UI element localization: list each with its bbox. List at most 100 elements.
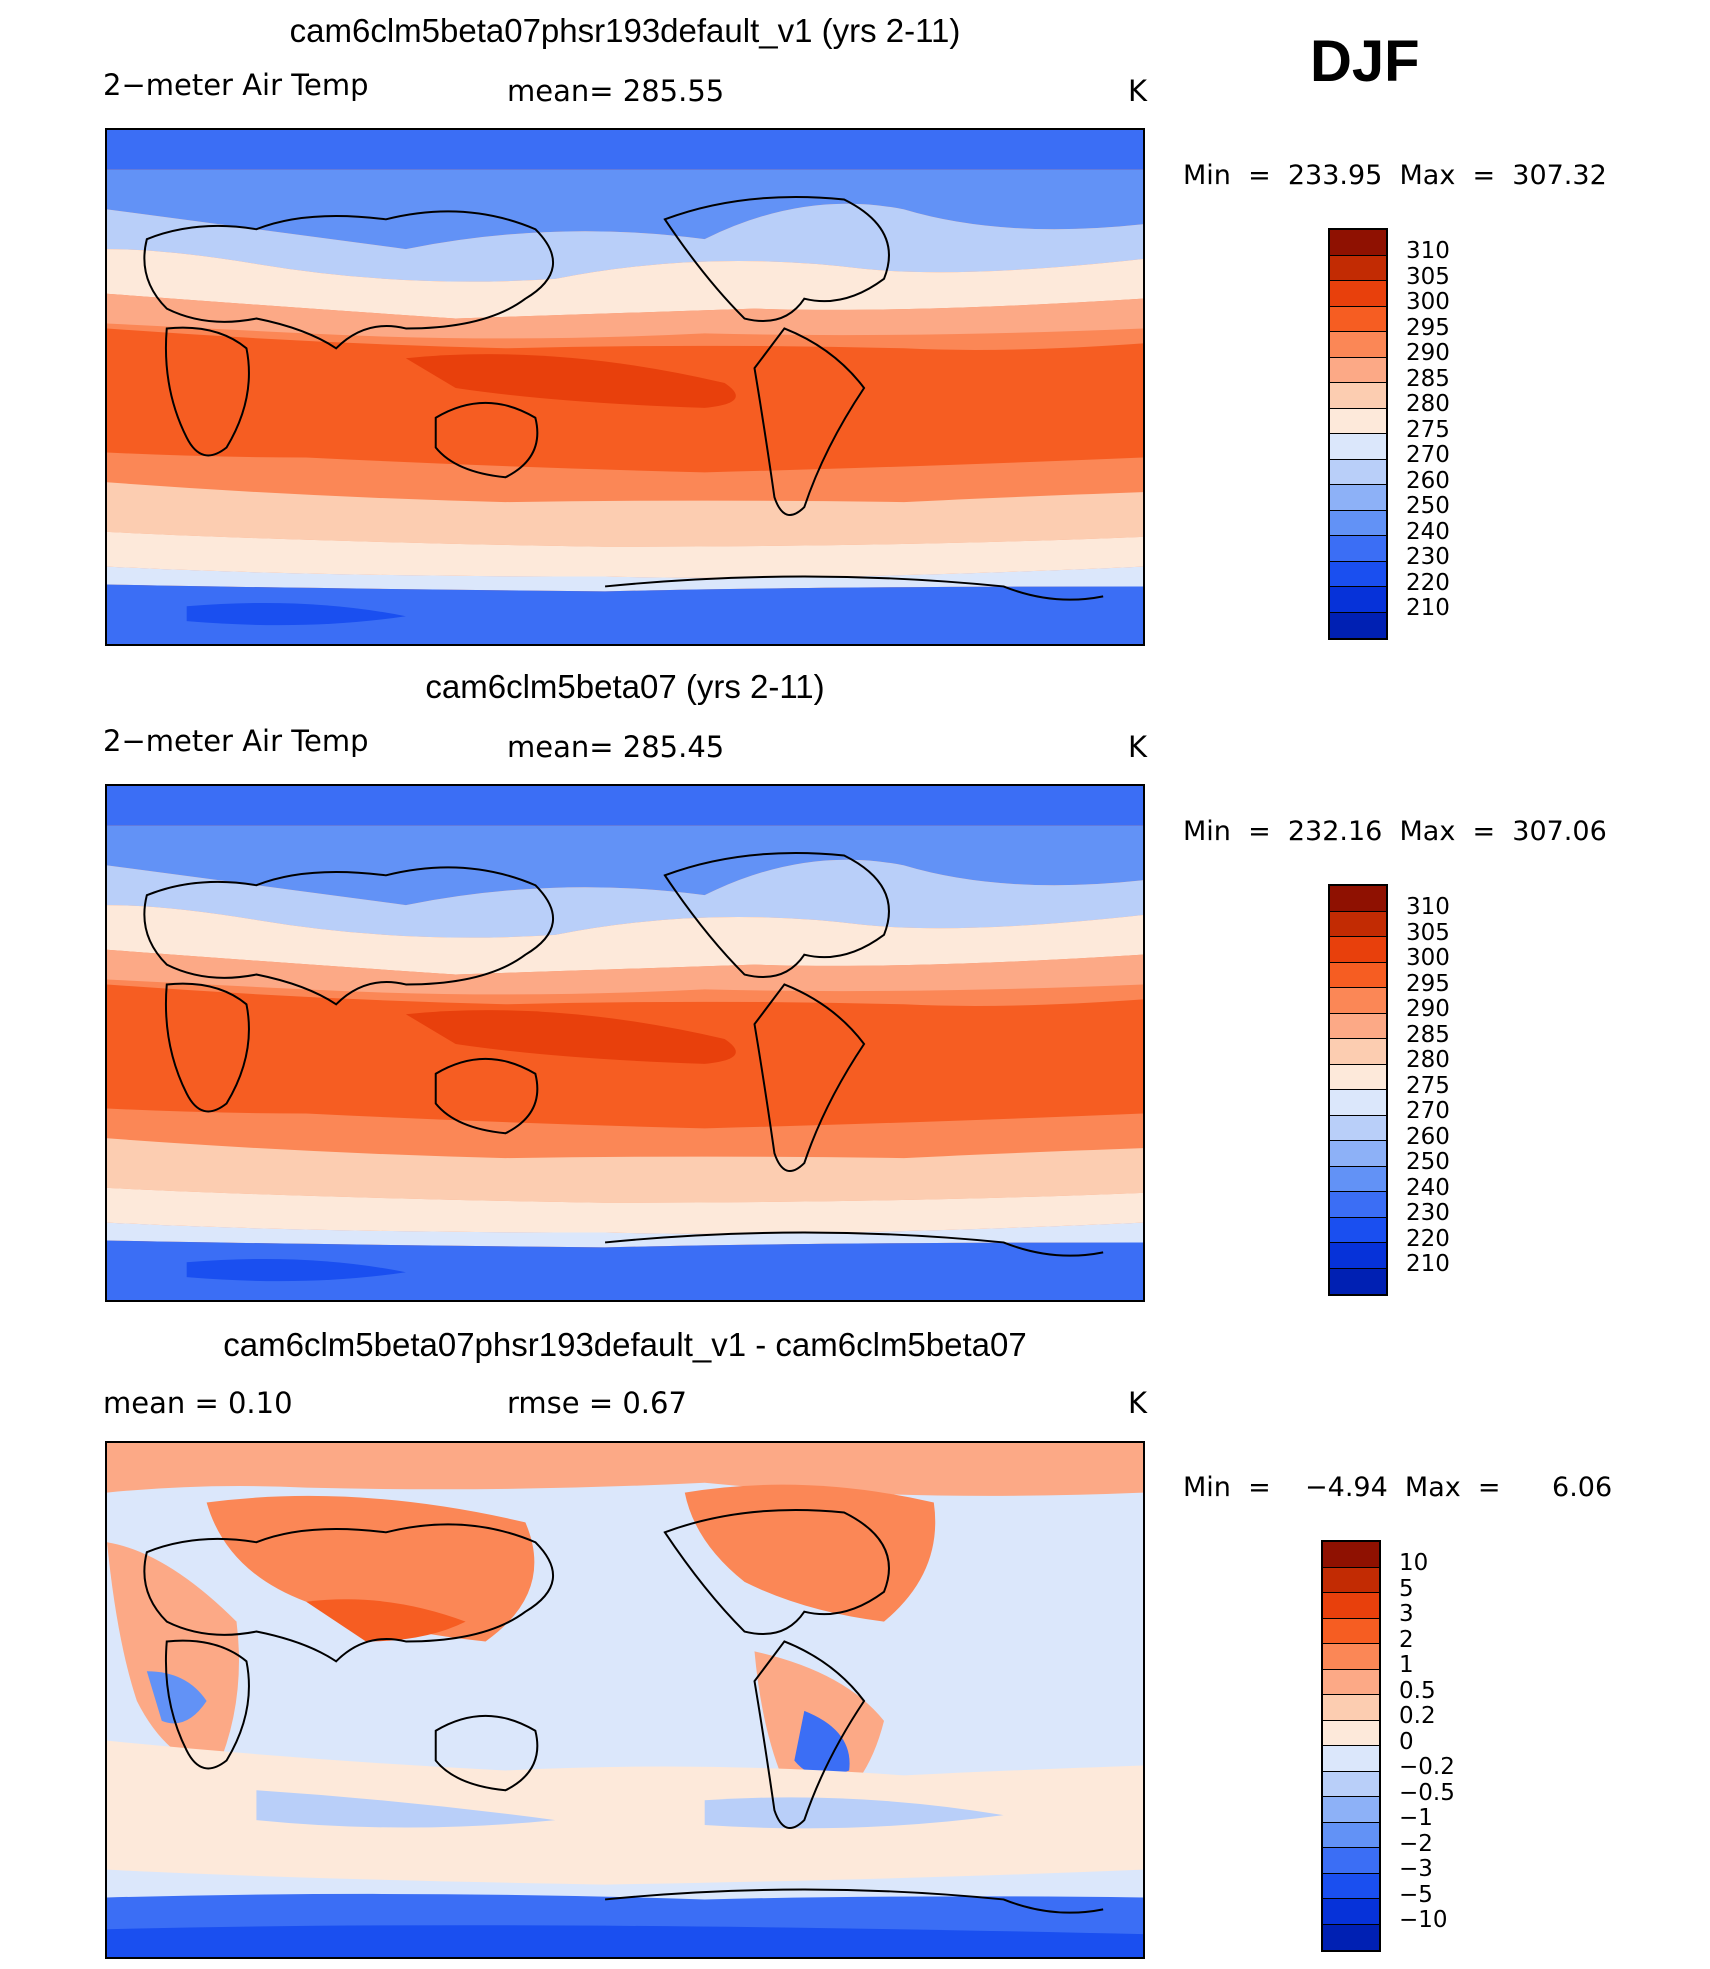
colorbar-segment	[1330, 434, 1386, 460]
colorbar-segment	[1330, 1039, 1386, 1065]
colorbar-segment	[1330, 510, 1386, 536]
colorbar-segment	[1330, 230, 1386, 256]
colorbar-segment	[1330, 1064, 1386, 1090]
panel-2-mean: mean= 285.45	[507, 730, 725, 764]
colorbar-tick-label: 0.5	[1399, 1677, 1436, 1704]
panel-1-units: K	[1128, 74, 1148, 108]
colorbar-segment	[1323, 1644, 1379, 1670]
colorbar-segment	[1330, 937, 1386, 963]
panel-2-minmax: Min = 232.16 Max = 307.06	[1183, 816, 1607, 847]
colorbar-segment	[1323, 1567, 1379, 1593]
colorbar-segment	[1330, 1192, 1386, 1218]
colorbar-tick-label: 230	[1406, 1200, 1450, 1226]
colorbar-tick-label: −0.5	[1399, 1779, 1455, 1806]
colorbar-tick-label: 210	[1406, 1251, 1450, 1277]
colorbar-tick-label: 285	[1406, 1021, 1450, 1048]
panel-3-mean: mean = 0.10	[103, 1386, 293, 1420]
colorbar-tick-label: 280	[1406, 391, 1450, 417]
colorbar-segment	[1330, 587, 1386, 613]
colorbar-tick-label: 270	[1406, 1098, 1450, 1124]
colorbar-segment	[1330, 383, 1386, 409]
colorbar-tick-label: 250	[1406, 493, 1450, 519]
colorbar-tick-label: 310	[1406, 894, 1450, 920]
colorbar-tick-label: 305	[1406, 919, 1450, 946]
colorbar-segment	[1323, 1618, 1379, 1644]
colorbar-segment	[1330, 612, 1386, 638]
colorbar-tick-label: −0.2	[1399, 1754, 1455, 1780]
panel-2-units: K	[1128, 730, 1148, 764]
colorbar-segment	[1323, 1797, 1379, 1823]
colorbar-segment	[1330, 357, 1386, 383]
colorbar-tick-label: −1	[1399, 1805, 1433, 1831]
colorbar-segment	[1323, 1669, 1379, 1695]
panel-2-colorbar	[1328, 884, 1388, 1296]
colorbar-tick-label: 275	[1406, 416, 1450, 443]
panel-3-units: K	[1128, 1386, 1148, 1420]
panel-1-colorbar	[1328, 228, 1388, 640]
colorbar-segment	[1330, 408, 1386, 434]
panel-3-rmse: rmse = 0.67	[507, 1386, 687, 1420]
colorbar-tick-label: 280	[1406, 1047, 1450, 1073]
colorbar-segment	[1330, 1243, 1386, 1269]
colorbar-tick-label: −5	[1399, 1881, 1433, 1908]
colorbar-tick-label: 285	[1406, 365, 1450, 392]
colorbar-segment	[1330, 911, 1386, 937]
colorbar-tick-label: 210	[1406, 595, 1450, 621]
colorbar-tick-label: 250	[1406, 1149, 1450, 1175]
colorbar-tick-label: −3	[1399, 1856, 1433, 1882]
colorbar-tick-label: −2	[1399, 1830, 1433, 1857]
colorbar-tick-label: 230	[1406, 544, 1450, 570]
panel-2-variable: 2−meter Air Temp	[103, 724, 369, 758]
colorbar-tick-label: 3	[1399, 1601, 1414, 1627]
colorbar-tick-label: 240	[1406, 518, 1450, 545]
colorbar-segment	[1330, 1166, 1386, 1192]
colorbar-tick-label: 240	[1406, 1174, 1450, 1201]
panel-3-title: cam6clm5beta07phsr193default_v1 - cam6cl…	[223, 1326, 1027, 1363]
colorbar-segment	[1330, 255, 1386, 281]
colorbar-segment	[1323, 1720, 1379, 1746]
colorbar-tick-label: 310	[1406, 238, 1450, 264]
colorbar-segment	[1330, 988, 1386, 1014]
colorbar-segment	[1330, 306, 1386, 332]
colorbar-segment	[1330, 1090, 1386, 1116]
colorbar-tick-label: 1	[1399, 1652, 1414, 1678]
colorbar-tick-label: 295	[1406, 314, 1450, 341]
colorbar-tick-label: 260	[1406, 467, 1450, 494]
panel-1-minmax: Min = 233.95 Max = 307.32	[1183, 160, 1607, 191]
colorbar-segment	[1330, 536, 1386, 562]
panel-1-variable: 2−meter Air Temp	[103, 68, 369, 102]
panel-1-map	[105, 128, 1145, 646]
colorbar-tick-label: 5	[1399, 1575, 1414, 1602]
colorbar-tick-label: 0	[1399, 1728, 1414, 1755]
colorbar-tick-label: 220	[1406, 1225, 1450, 1252]
panel-3-map	[105, 1441, 1145, 1959]
panel-3-minmax: Min = −4.94 Max = 6.06	[1183, 1472, 1613, 1503]
colorbar-tick-label: 270	[1406, 442, 1450, 468]
colorbar-tick-label: 220	[1406, 569, 1450, 596]
colorbar-segment	[1330, 1013, 1386, 1039]
panel-1-title: cam6clm5beta07phsr193default_v1 (yrs 2-1…	[289, 12, 961, 49]
colorbar-tick-label: 2	[1399, 1626, 1414, 1653]
colorbar-segment	[1330, 1217, 1386, 1243]
colorbar-segment	[1323, 1542, 1379, 1568]
colorbar-segment	[1330, 886, 1386, 912]
colorbar-segment	[1323, 1771, 1379, 1797]
colorbar-segment	[1323, 1822, 1379, 1848]
colorbar-segment	[1323, 1924, 1379, 1950]
colorbar-tick-label: 275	[1406, 1072, 1450, 1099]
colorbar-tick-label: −10	[1399, 1907, 1448, 1933]
colorbar-tick-label: 300	[1406, 945, 1450, 971]
colorbar-tick-label: 290	[1406, 996, 1450, 1022]
colorbar-segment	[1330, 281, 1386, 307]
colorbar-tick-label: 295	[1406, 970, 1450, 997]
colorbar-segment	[1330, 459, 1386, 485]
colorbar-segment	[1323, 1593, 1379, 1619]
panel-3-colorbar	[1321, 1540, 1381, 1952]
colorbar-tick-label: 10	[1399, 1550, 1429, 1576]
colorbar-tick-label: 290	[1406, 340, 1450, 366]
colorbar-segment	[1330, 332, 1386, 358]
panel-2-title: cam6clm5beta07 (yrs 2-11)	[425, 668, 825, 705]
season-label: DJF	[1310, 29, 1420, 94]
colorbar-segment	[1323, 1695, 1379, 1721]
colorbar-segment	[1330, 561, 1386, 587]
